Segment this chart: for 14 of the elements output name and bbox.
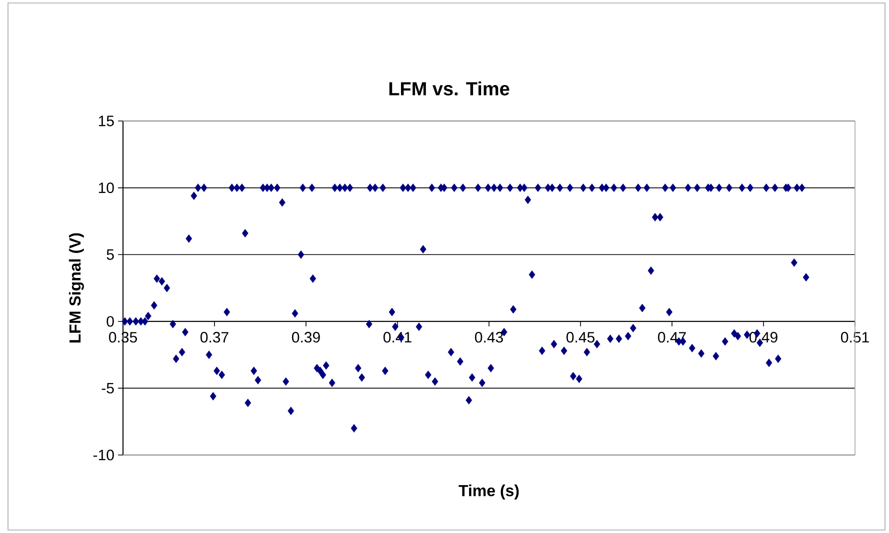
y-tick-label: 10 — [98, 182, 114, 194]
y-axis-title: LFM Signal (V) — [68, 233, 84, 342]
x-tick-label: 0.39 — [292, 332, 320, 343]
y-tick-label: 5 — [106, 249, 114, 260]
x-tick-label: 0.43 — [474, 332, 503, 343]
y-tick-label: -10 — [93, 450, 114, 460]
y-tick-label: -5 — [102, 382, 114, 394]
x-axis-title: Time (s) — [458, 484, 519, 500]
y-tick-label: 15 — [98, 116, 114, 126]
x-tick-label: 0.51 — [840, 332, 869, 343]
x-tick-label: 0.45 — [566, 332, 594, 343]
chart-title: LFM vs. Time — [389, 82, 510, 96]
y-tick-label: 0 — [106, 316, 114, 327]
x-tick-label: 0.37 — [200, 332, 228, 343]
